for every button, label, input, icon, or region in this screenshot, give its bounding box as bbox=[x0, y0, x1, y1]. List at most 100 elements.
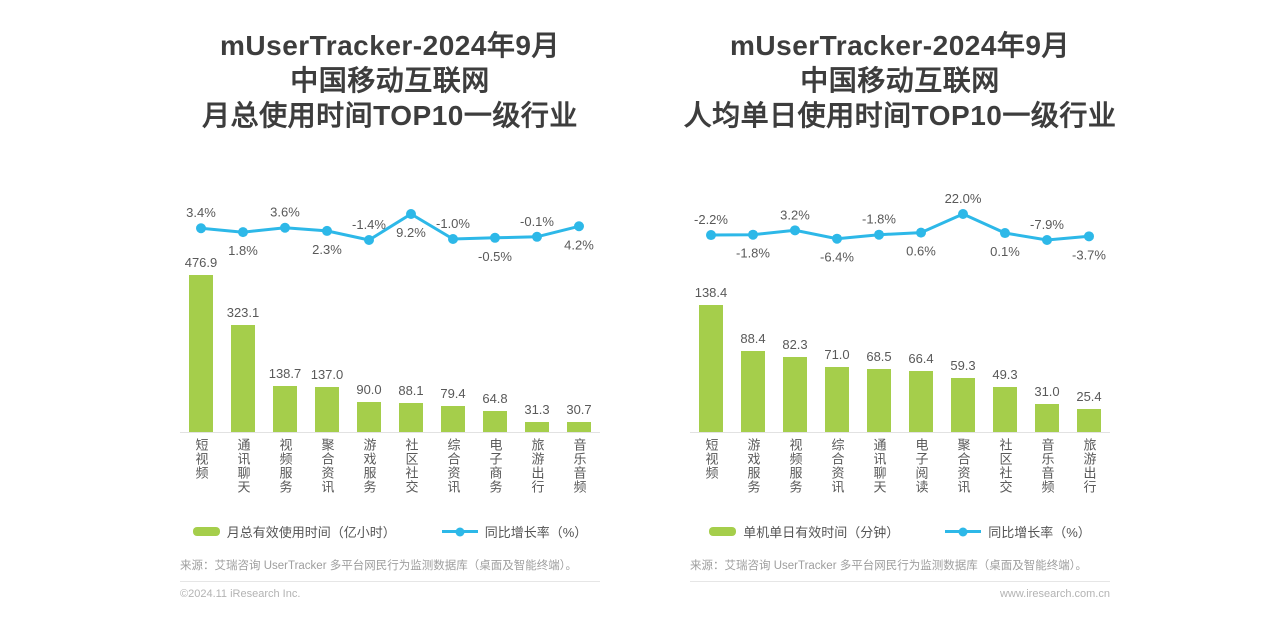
category-label: 短视频 bbox=[703, 438, 719, 480]
bar-column: 476.9 bbox=[180, 188, 222, 432]
category-tick: 旅游出行 bbox=[516, 438, 558, 512]
category-tick: 短视频 bbox=[690, 438, 732, 512]
bar-value-label: 31.0 bbox=[1034, 383, 1060, 399]
category-label: 视频服务 bbox=[277, 438, 293, 494]
category-tick: 音乐音频 bbox=[1026, 438, 1068, 512]
category-tick: 聚合资讯 bbox=[942, 438, 984, 512]
bar-value-label: 88.4 bbox=[740, 331, 766, 346]
bar-column: 82.3 bbox=[774, 188, 816, 432]
category-label: 短视频 bbox=[193, 438, 209, 480]
category-label: 社区社交 bbox=[403, 438, 419, 494]
category-label: 音乐音频 bbox=[571, 438, 587, 494]
bar bbox=[357, 402, 381, 432]
bar bbox=[699, 305, 723, 432]
plot-area: 138.4 88.4 82.3 71.0 68.5 66.4 59.3 49.3 31.0 25.… bbox=[690, 188, 1110, 433]
website-note: www.iresearch.com.cn bbox=[999, 588, 1110, 600]
bar-column: 49.3 bbox=[984, 188, 1026, 432]
bar-column: 90.0 bbox=[348, 188, 390, 432]
copyright-note: ©2024.11 iResearch Inc. bbox=[180, 588, 301, 600]
bar-column: 68.5 bbox=[858, 188, 900, 432]
bar-value-label: 66.4 bbox=[908, 351, 934, 367]
category-tick: 视频服务 bbox=[774, 438, 816, 512]
category-tick: 视频服务 bbox=[264, 438, 306, 512]
bar bbox=[315, 386, 339, 432]
category-tick: 通讯聊天 bbox=[858, 438, 900, 512]
bar bbox=[525, 421, 549, 432]
category-tick: 社区社交 bbox=[390, 438, 432, 512]
legend-item: 同比增长率（%） bbox=[945, 522, 1091, 541]
bar-column: 138.7 bbox=[264, 188, 306, 432]
chart-title: mUserTracker-2024年9月 中国移动互联网 人均单日使用时间TOP… bbox=[665, 28, 1135, 133]
chart-title-line-1: mUserTracker-2024年9月 bbox=[730, 30, 1070, 61]
category-label: 综合资讯 bbox=[829, 438, 845, 494]
legend-line-swatch-icon bbox=[945, 527, 982, 536]
category-tick: 音乐音频 bbox=[558, 438, 600, 512]
bar bbox=[909, 371, 933, 432]
bar-column: 59.3 bbox=[942, 188, 984, 432]
category-label: 通讯聊天 bbox=[235, 438, 251, 494]
legend-item: 同比增长率（%） bbox=[441, 522, 588, 541]
legend-label: 同比增长率（%） bbox=[988, 525, 1091, 540]
bar-value-label: 88.1 bbox=[398, 382, 424, 398]
category-axis: 短视频 通讯聊天 视频服务 聚合资讯 游戏服务 社区社交 综合资讯 电子商务 旅游出行 音乐音频 bbox=[180, 438, 600, 512]
category-label: 聚合资讯 bbox=[955, 438, 971, 494]
bar bbox=[1077, 408, 1101, 432]
legend-label: 单机单日有效时间（分钟） bbox=[743, 525, 900, 540]
bar bbox=[993, 386, 1017, 432]
category-label: 通讯聊天 bbox=[871, 438, 887, 494]
bar-value-label: 323.1 bbox=[226, 305, 260, 321]
category-tick: 综合资讯 bbox=[816, 438, 858, 512]
divider bbox=[180, 581, 600, 582]
bar bbox=[441, 405, 465, 432]
category-label: 音乐音频 bbox=[1039, 438, 1055, 494]
legend-label: 月总有效使用时间（亿小时） bbox=[226, 525, 396, 540]
bar-column: 25.4 bbox=[1068, 188, 1110, 432]
bar-value-label: 64.8 bbox=[482, 390, 508, 406]
category-tick: 游戏服务 bbox=[732, 438, 774, 512]
bar-column: 71.0 bbox=[816, 188, 858, 432]
bar-value-label: 25.4 bbox=[1076, 388, 1102, 404]
bar-value-label: 31.3 bbox=[524, 401, 550, 417]
bar bbox=[231, 325, 255, 432]
bar bbox=[825, 366, 849, 432]
bar bbox=[867, 369, 891, 432]
bar bbox=[567, 421, 591, 432]
legend: 单机单日有效时间（分钟） 同比增长率（%） bbox=[665, 522, 1135, 541]
chart-title-line-2: 中国移动互联网 bbox=[800, 65, 1000, 96]
chart-panel-monthly-total-time: mUserTracker-2024年9月 中国移动互联网 月总使用时间TOP10… bbox=[155, 28, 625, 600]
bar bbox=[399, 402, 423, 432]
legend-line-swatch-icon bbox=[441, 527, 478, 536]
chart-title-line-3: 月总使用时间TOP10一级行业 bbox=[202, 100, 578, 131]
chart-panel-daily-per-capita-time: mUserTracker-2024年9月 中国移动互联网 人均单日使用时间TOP… bbox=[665, 28, 1135, 600]
category-tick: 游戏服务 bbox=[348, 438, 390, 512]
bar-value-label: 30.7 bbox=[566, 401, 592, 417]
bar-column: 323.1 bbox=[222, 188, 264, 432]
bar-column: 64.8 bbox=[474, 188, 516, 432]
source-note: 来源：艾瑞咨询 UserTracker 多平台网民行为监测数据库（桌面及智能终端… bbox=[180, 560, 577, 572]
plot-area: 476.9 323.1 138.7 137.0 90.0 88.1 79.4 64.8 31.3… bbox=[180, 188, 600, 433]
category-label: 聚合资讯 bbox=[319, 438, 335, 494]
bars-group: 138.4 88.4 82.3 71.0 68.5 66.4 59.3 49.3 31.0 25.… bbox=[690, 188, 1110, 432]
bar-value-label: 476.9 bbox=[184, 254, 218, 270]
bar-value-label: 49.3 bbox=[992, 366, 1018, 382]
chart-title-line-2: 中国移动互联网 bbox=[290, 65, 490, 96]
bar-value-label: 137.0 bbox=[310, 366, 344, 382]
chart-title-line-1: mUserTracker-2024年9月 bbox=[220, 30, 560, 61]
bar-column: 31.3 bbox=[516, 188, 558, 432]
bar-value-label: 82.3 bbox=[782, 336, 808, 352]
legend-label: 同比增长率（%） bbox=[484, 525, 588, 540]
bar-column: 30.7 bbox=[558, 188, 600, 432]
bar bbox=[273, 386, 297, 432]
bar-column: 66.4 bbox=[900, 188, 942, 432]
bar-value-label: 59.3 bbox=[950, 357, 976, 373]
category-tick: 电子商务 bbox=[474, 438, 516, 512]
category-label: 游戏服务 bbox=[361, 438, 377, 494]
category-label: 综合资讯 bbox=[445, 438, 461, 494]
legend-bar-swatch-icon bbox=[709, 527, 737, 536]
category-label: 旅游出行 bbox=[529, 438, 545, 494]
category-label: 视频服务 bbox=[787, 438, 803, 494]
legend-item: 单机单日有效时间（分钟） bbox=[709, 522, 899, 541]
bar-column: 31.0 bbox=[1026, 188, 1068, 432]
chart-title-line-3: 人均单日使用时间TOP10一级行业 bbox=[683, 100, 1117, 131]
legend-line-dot-icon bbox=[455, 527, 465, 536]
